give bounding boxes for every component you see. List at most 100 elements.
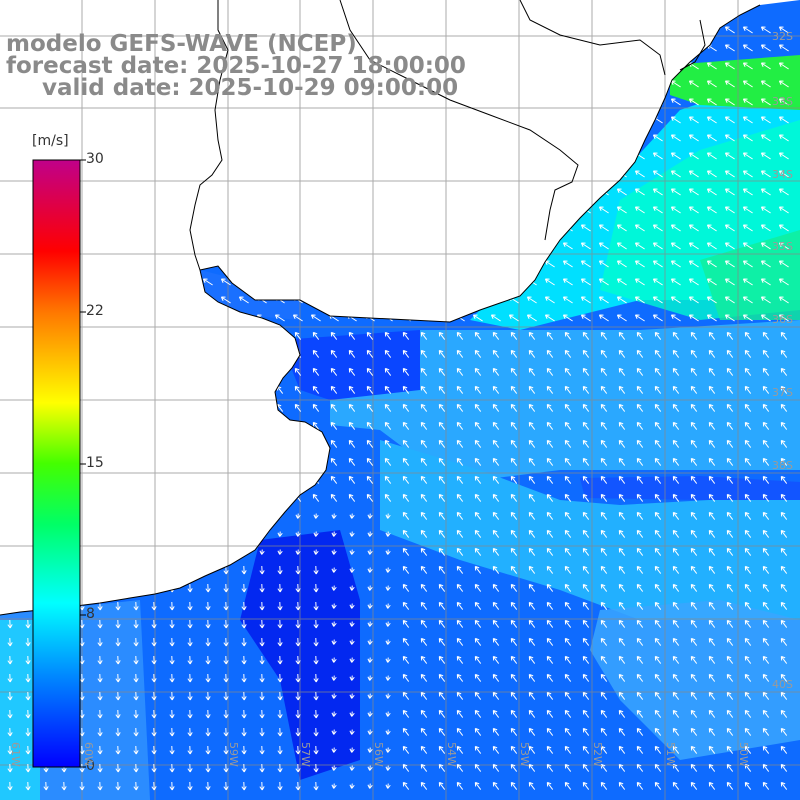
lat-label: 35S — [772, 240, 793, 253]
wind-arrow — [616, 116, 627, 124]
wind-arrow — [240, 439, 248, 448]
wind-arrow — [690, 655, 698, 664]
wind-arrow — [112, 206, 123, 214]
wind-arrow — [295, 655, 301, 665]
wind-arrow — [258, 331, 266, 340]
wind-arrow — [510, 583, 518, 592]
wind-arrow — [544, 98, 555, 106]
wind-arrow — [582, 727, 590, 736]
wind-arrow — [241, 763, 247, 773]
wind-arrow — [130, 170, 141, 178]
wind-arrow — [418, 224, 429, 232]
wind-arrow — [402, 691, 410, 700]
wind-arrow — [238, 224, 249, 232]
wind-arrow — [510, 349, 518, 358]
wind-arrow — [600, 637, 608, 646]
wind-arrow — [184, 170, 195, 178]
wind-arrow — [582, 619, 590, 628]
colorbar-ticks — [80, 159, 86, 768]
wind-arrow — [418, 170, 429, 178]
wind-arrow — [241, 583, 247, 593]
wind-arrow — [742, 98, 753, 106]
wind-arrow — [402, 619, 410, 628]
wind-arrow — [241, 601, 247, 611]
wind-arrow — [706, 116, 717, 124]
wind-arrow — [636, 529, 644, 538]
wind-arrow — [184, 278, 195, 286]
lon-label: 56W — [372, 742, 385, 767]
wind-arrow — [636, 403, 644, 412]
wind-arrow — [402, 349, 410, 358]
wind-arrow — [438, 439, 446, 448]
wind-arrow — [634, 62, 645, 70]
wind-arrow — [672, 619, 680, 628]
wind-arrow — [130, 206, 141, 214]
wind-arrow — [112, 134, 123, 142]
wind-arrow — [546, 385, 554, 394]
wind-arrow — [220, 188, 231, 196]
wind-arrow — [564, 457, 572, 466]
wind-arrow — [454, 260, 465, 268]
wind-arrow — [400, 152, 411, 160]
wind-arrow — [744, 421, 752, 430]
wind-arrow — [385, 621, 391, 627]
wind-arrow — [187, 745, 193, 755]
wind-arrow — [726, 763, 734, 772]
wind-arrow — [726, 529, 734, 538]
wind-arrow — [205, 531, 211, 537]
wind-arrow — [382, 296, 393, 304]
wind-arrow — [618, 547, 626, 556]
wind-arrow — [166, 170, 177, 178]
wind-arrow — [295, 781, 301, 791]
wind-arrow — [706, 224, 717, 232]
wind-arrow — [760, 296, 771, 304]
wind-arrow — [328, 116, 339, 124]
wind-arrow — [726, 637, 734, 646]
wind-arrow — [382, 278, 393, 286]
wind-arrow — [454, 44, 465, 52]
wind-arrow — [492, 601, 500, 610]
wind-arrow — [400, 206, 411, 214]
wind-arrow — [169, 601, 175, 611]
wind-arrow — [456, 529, 464, 538]
wind-arrow — [366, 493, 374, 502]
wind-arrow — [438, 691, 446, 700]
wind-arrow — [97, 655, 103, 665]
wind-arrow — [402, 439, 410, 448]
wind-arrow — [25, 549, 31, 555]
wind-arrow — [256, 170, 267, 178]
wind-arrow — [7, 709, 13, 719]
wind-arrow — [562, 62, 573, 70]
wind-arrow — [780, 475, 788, 484]
wind-arrow — [384, 457, 392, 466]
wind-arrow — [402, 385, 410, 394]
wind-arrow — [277, 763, 283, 773]
wind-arrow — [652, 152, 663, 160]
wind-arrow — [546, 547, 554, 556]
wind-arrow — [600, 709, 608, 718]
wind-arrow — [187, 583, 193, 593]
wind-arrow — [742, 116, 753, 124]
wind-arrow — [672, 349, 680, 358]
lat-label: 32S — [772, 30, 793, 43]
wind-arrow — [744, 601, 752, 610]
wind-arrow — [385, 549, 391, 555]
wind-arrow — [508, 260, 519, 268]
wind-arrow — [744, 547, 752, 556]
wind-arrow — [618, 511, 626, 520]
wind-arrow — [220, 134, 231, 142]
wind-arrow — [169, 709, 175, 719]
wind-arrow — [402, 763, 410, 772]
wind-arrow — [420, 475, 428, 484]
wind-arrow — [112, 278, 123, 286]
wind-arrow — [654, 547, 662, 556]
wind-arrow — [742, 206, 753, 214]
wind-arrow — [79, 781, 85, 791]
wind-arrow — [528, 781, 536, 790]
wind-arrow — [438, 475, 446, 484]
wind-arrow — [367, 567, 373, 573]
wind-arrow — [330, 493, 338, 502]
wind-arrow — [636, 691, 644, 700]
wind-arrow — [778, 278, 789, 286]
wind-arrow — [454, 242, 465, 250]
